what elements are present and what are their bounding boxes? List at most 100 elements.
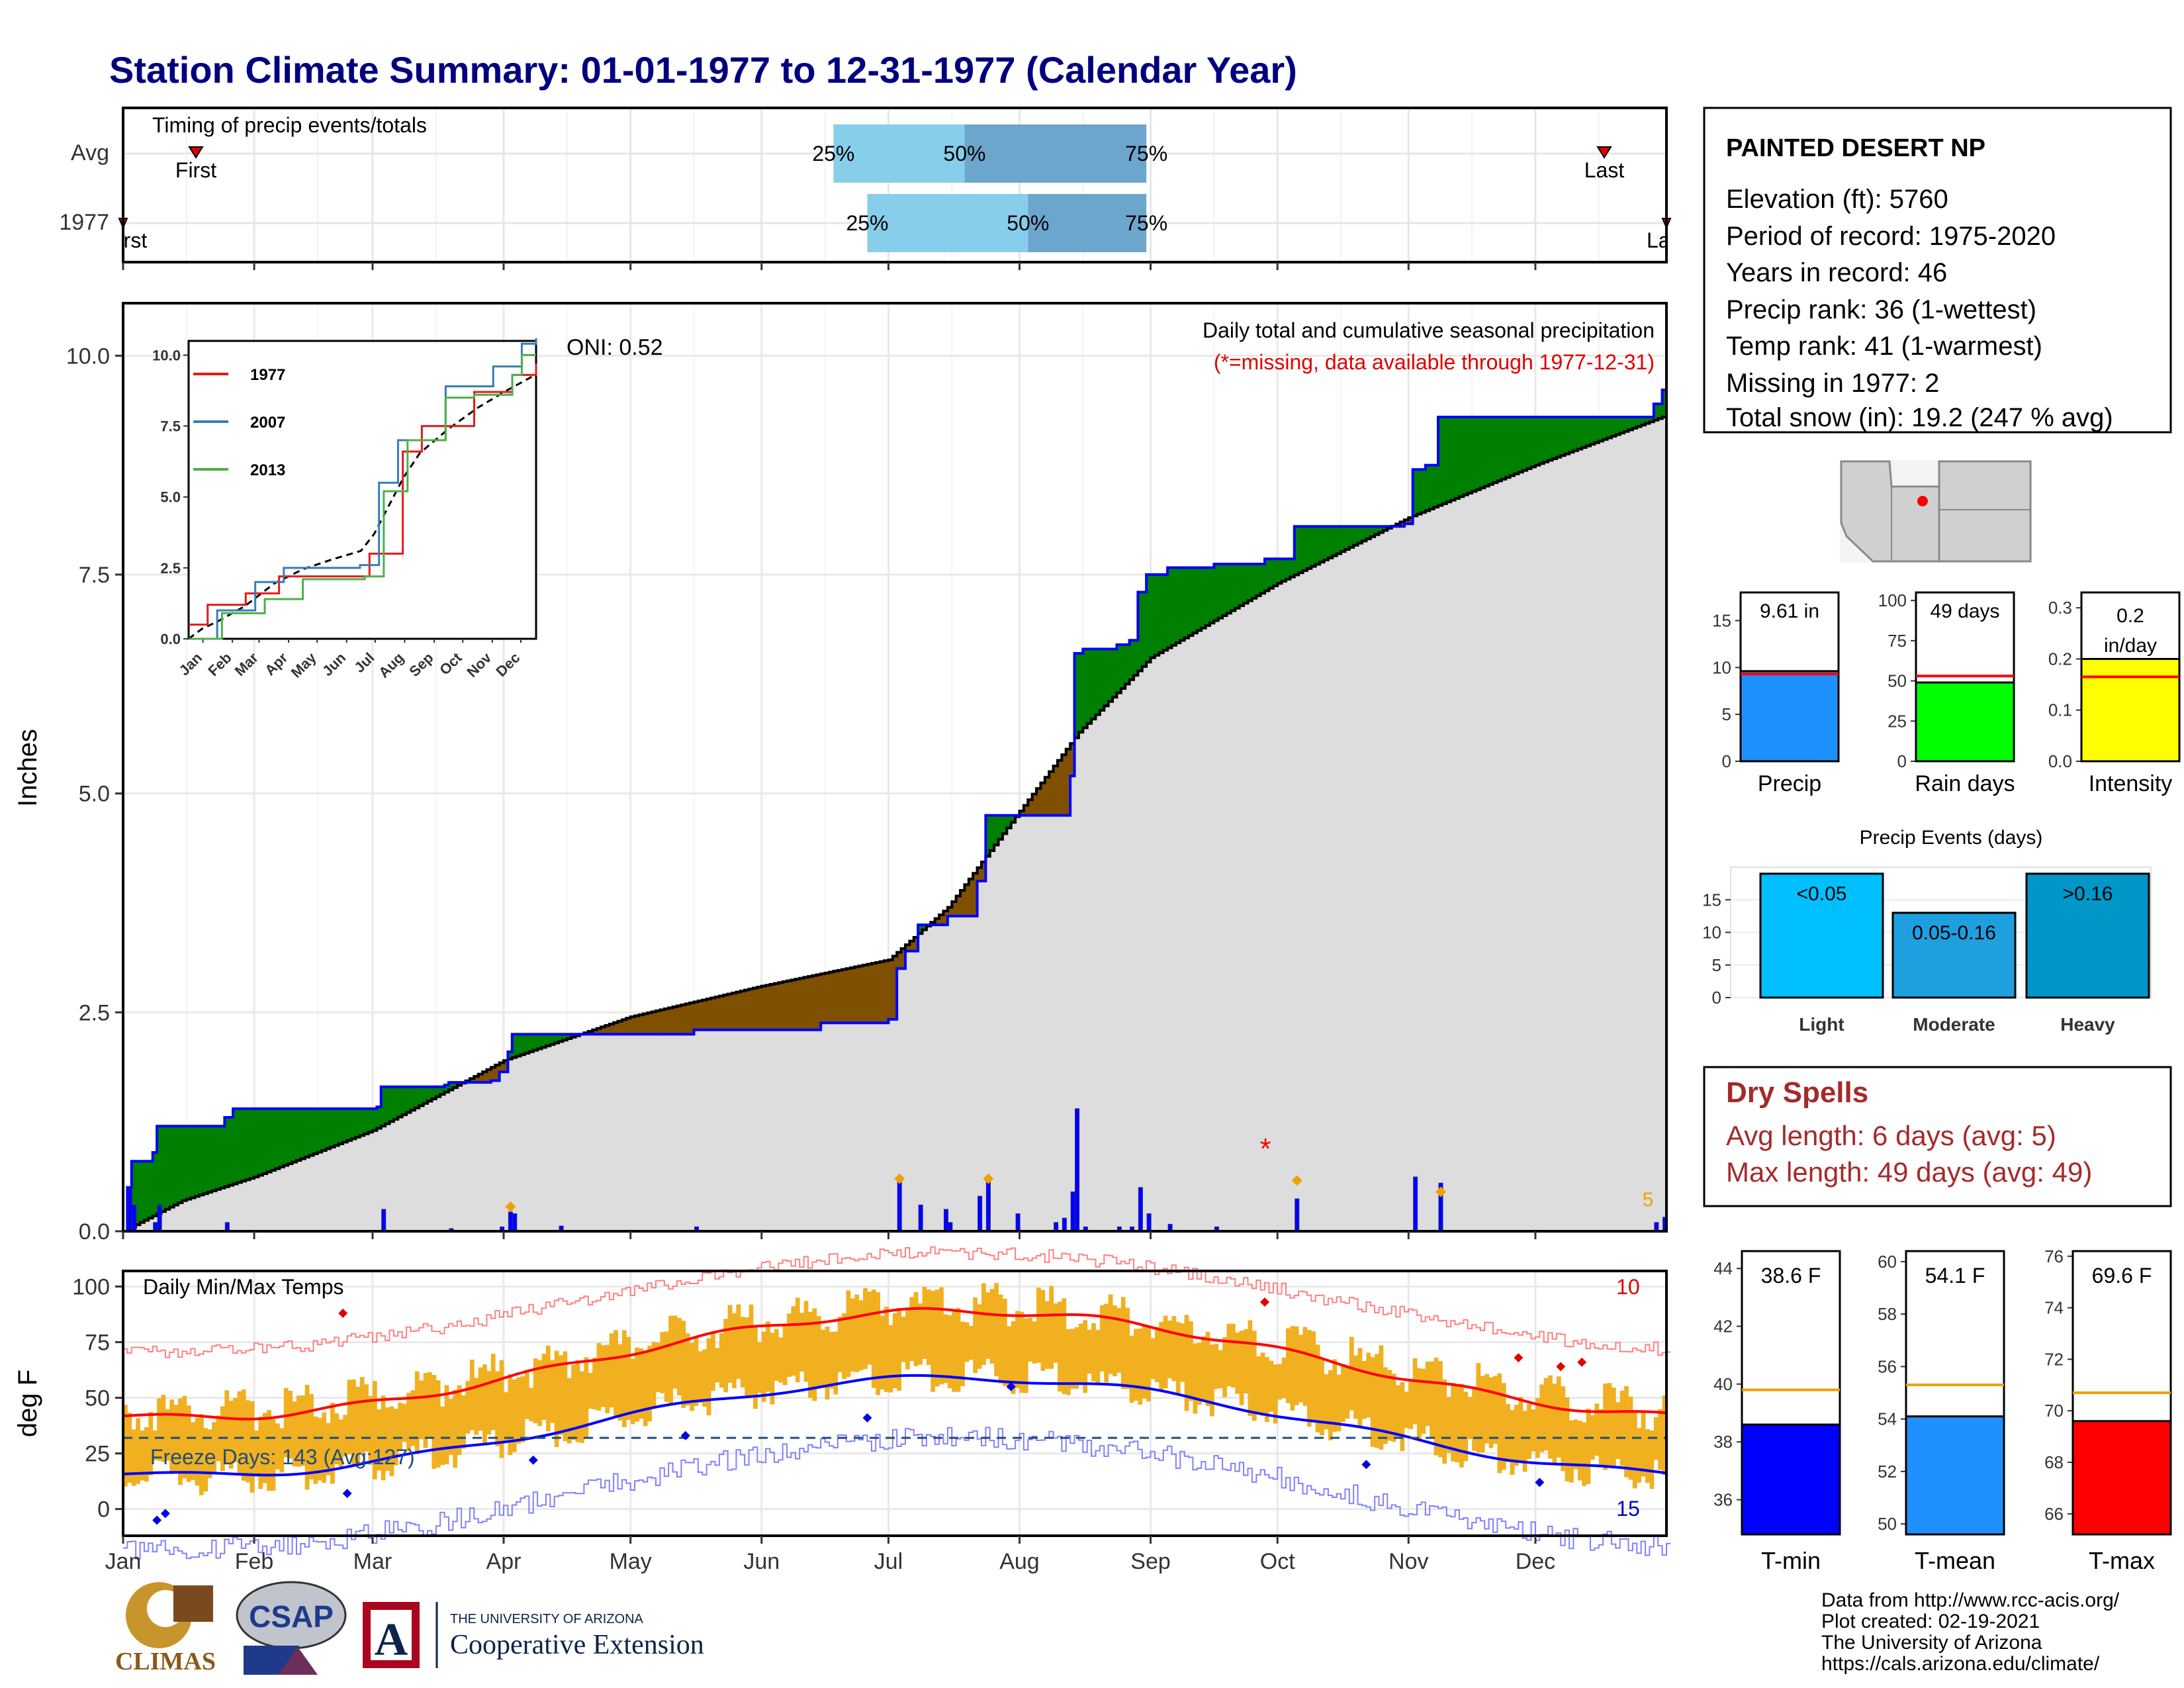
daily-precip-bar-3 [157, 1204, 162, 1232]
first-marker-avg: First [175, 146, 216, 182]
daily-precip-bar-9 [512, 1213, 518, 1232]
precip-events-chart: Precip Events (days) 0 5 10 15 <0.05 Light 0.0… [1702, 827, 2152, 1035]
tgauge-1-tick-4: 58 [1878, 1304, 1897, 1324]
timing-pct-75-1: 75% [1125, 211, 1167, 235]
daily-precip-bar-20 [1062, 1217, 1067, 1232]
tgauge-value-2: 69.6 F [2092, 1264, 2152, 1288]
tgauge-2-tick-2: 70 [2044, 1401, 2064, 1421]
month-label-dec: Dec [1516, 1549, 1555, 1574]
record-low-marker-4 [680, 1430, 690, 1440]
temp-panel-title: Daily Min/Max Temps [143, 1275, 343, 1299]
temp-panel: 0 25 50 75 100 Daily Min/Max Temps 10 15 Fre… [13, 262, 1671, 1574]
gauge-1-tick-0: 0 [1897, 751, 1907, 771]
oni-label: ONI: 0.52 [567, 335, 663, 360]
events-bar-label-0: <0.05 [1797, 883, 1847, 905]
record-high-marker-3 [1556, 1362, 1566, 1372]
footer-line-url: https://cals.arizona.edu/climate/ [1821, 1653, 2100, 1675]
gauge-value-unit-2: in/day [2104, 635, 2157, 657]
snow-marker-1 [894, 1173, 905, 1184]
daily-precip-bar-14 [943, 1209, 948, 1232]
temp-ytick-1: 25 [85, 1442, 110, 1467]
record-high-marker-0 [338, 1308, 348, 1318]
record-high-marker-2 [1514, 1353, 1524, 1363]
normal-area [123, 416, 1666, 1232]
inset-ytick-3: 7.5 [160, 418, 181, 435]
tgauge-bar-0 [1741, 1423, 1841, 1536]
daily-precip-bar-16 [978, 1196, 983, 1232]
timing-bar-50-75-1 [1028, 194, 1147, 252]
events-ytick-1: 5 [1712, 955, 1721, 975]
month-label-may: May [610, 1549, 652, 1574]
tgauge-0-tick-1: 38 [1713, 1432, 1733, 1452]
events-bar-heavy [2025, 872, 2150, 999]
precip-ytick-3: 7.5 [79, 563, 110, 588]
month-label-jan: Jan [105, 1549, 142, 1574]
timing-bar-50-75-0 [964, 124, 1147, 183]
station-line-snow: Total snow (in): 19.2 (247 % avg) [1726, 403, 2113, 432]
month-label-aug: Aug [999, 1549, 1040, 1574]
month-label-feb: Feb [235, 1549, 274, 1574]
month-label-jun: Jun [743, 1549, 780, 1574]
month-label-sep: Sep [1130, 1549, 1171, 1574]
gauge-value-1: 49 days [1930, 600, 1999, 622]
precip-corner-value: 5 [1643, 1189, 1654, 1211]
month-label-mar: Mar [353, 1549, 392, 1574]
record-low-marker-6 [1006, 1382, 1016, 1391]
events-bar-light [1759, 872, 1884, 999]
gauge-bar-2 [2080, 657, 2181, 763]
tgauge-1-tick-2: 54 [1878, 1409, 1897, 1429]
freeze-days-label: Freeze Days: 143 (Avg:127) [150, 1445, 415, 1469]
inset-ytick-1: 2.5 [160, 560, 181, 577]
avg-max-temp-line [122, 1307, 1667, 1421]
timing-panel-label: Timing of precip events/totals [152, 113, 427, 137]
gauge-1-tick-1: 25 [1888, 711, 1907, 731]
timing-pct-25-0: 25% [812, 142, 854, 165]
record-max-line [123, 1246, 1671, 1358]
inset-legend-label-0: 1977 [250, 366, 285, 384]
snow-marker-3 [1291, 1175, 1302, 1186]
precip-ytick-0: 0.0 [79, 1219, 110, 1244]
temp-count-min: 15 [1616, 1497, 1640, 1521]
temp-ytick-3: 75 [85, 1331, 110, 1356]
last-marker-avg: Last [1584, 146, 1625, 182]
gauge-bar-1 [1915, 681, 2015, 763]
tgauge-1-tick-3: 56 [1878, 1356, 1897, 1376]
inset-ytick-4: 10.0 [152, 347, 181, 363]
station-name: PAINTED DESERT NP [1726, 134, 1985, 162]
footer-line-created: Plot created: 02-19-2021 [1821, 1611, 2040, 1632]
gauge-2-tick-3: 0.3 [2048, 598, 2072, 618]
precip-panel: 0.0 2.5 5.0 7.5 10.0 Inches Daily total and … [13, 302, 1668, 1244]
record-low-marker-7 [1361, 1460, 1371, 1470]
record-low-marker-1 [160, 1509, 170, 1519]
ua-logo-small-text: THE UNIVERSITY OF ARIZONA [450, 1612, 644, 1626]
inset-ytick-2: 5.0 [160, 489, 181, 506]
timing-bar-25-50-0 [833, 124, 965, 183]
tgauge-1-tick-5: 60 [1878, 1252, 1897, 1272]
page-title: Station Climate Summary: 01-01-1977 to 1… [109, 49, 1297, 91]
daily-precip-bar-1 [132, 1204, 137, 1232]
inset-line-2013 [189, 353, 536, 640]
last-label-avg: Last [1584, 158, 1625, 182]
gauge-1-tick-3: 75 [1888, 631, 1907, 651]
temperature-gauges: 36 38 40 42 44 38.6 F T-min 50 52 54 56 58 60 54.1 F T… [1713, 1246, 2172, 1574]
precip-ylabel: Inches [13, 729, 42, 807]
daily-precip-bar-26 [1138, 1187, 1143, 1232]
snow-marker-2 [983, 1173, 994, 1184]
timing-pct-75-0: 75% [1125, 142, 1167, 165]
climas-logo: CLIMAS [115, 1582, 216, 1675]
events-category-0: Light [1799, 1014, 1844, 1035]
timing-pct-50-1: 50% [1007, 211, 1049, 235]
tgauge-bar-1 [1905, 1415, 2005, 1536]
snow-marker-4 [1435, 1186, 1446, 1197]
svg-text:A: A [375, 1615, 408, 1665]
tgauge-1-tick-1: 52 [1878, 1462, 1897, 1481]
tgauge-0-tick-3: 42 [1713, 1317, 1733, 1336]
events-ytick-0: 0 [1712, 988, 1721, 1008]
temp-ytick-4: 100 [72, 1275, 110, 1300]
tgauge-label-1: T-mean [1915, 1547, 1995, 1574]
tgauge-2-tick-4: 74 [2044, 1298, 2064, 1318]
gauge-0-tick-2: 10 [1712, 657, 1731, 677]
locator-map [1840, 460, 2032, 563]
gauge-2-tick-0: 0.0 [2048, 751, 2072, 771]
